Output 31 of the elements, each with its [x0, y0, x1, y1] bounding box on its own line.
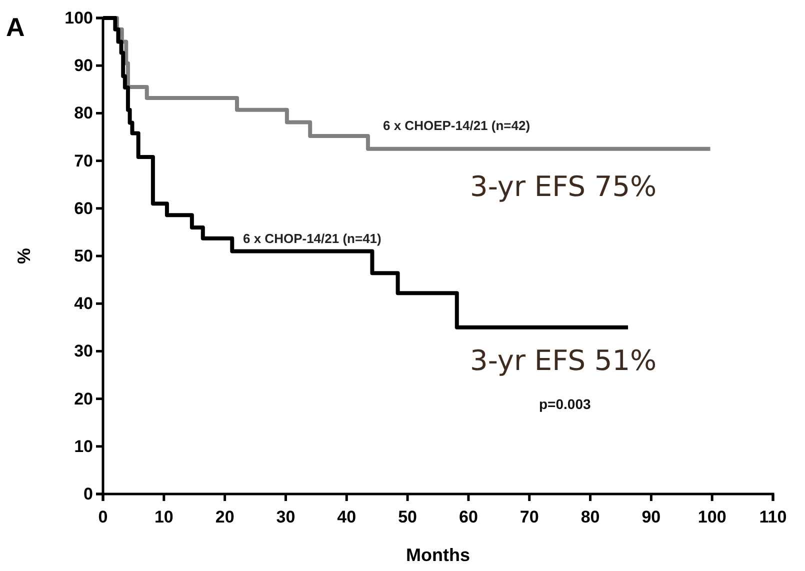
series-label: 6 x CHOP-14/21 (n=41) — [243, 231, 382, 246]
y-tick-label: 10 — [74, 436, 93, 456]
x-tick-label: 50 — [398, 508, 418, 527]
annotation: p=0.003 — [539, 396, 591, 412]
x-tick-label: 10 — [154, 508, 174, 527]
y-tick-label: 40 — [74, 294, 93, 314]
x-tick-label: 100 — [698, 508, 726, 527]
x-tick-label: 110 — [759, 508, 787, 527]
x-tick-label: 30 — [276, 508, 296, 527]
y-tick-label: 80 — [74, 104, 93, 123]
y-tick-label: 100 — [64, 8, 93, 28]
chart-title: A — [6, 12, 25, 42]
annotation: 3-yr EFS 51% — [470, 344, 657, 377]
y-tick-label: 30 — [74, 342, 93, 361]
x-tick-label: 20 — [215, 508, 234, 527]
y-tick-label: 50 — [74, 246, 93, 266]
y-tick-label: 90 — [74, 56, 93, 76]
x-tick-label: 60 — [458, 508, 478, 527]
x-tick-label: 80 — [580, 508, 600, 527]
y-tick-label: 0 — [84, 484, 93, 504]
y-tick-label: 70 — [74, 151, 93, 170]
series-label: 6 x CHOEP-14/21 (n=42) — [383, 118, 530, 133]
x-tick-label: 70 — [520, 508, 539, 527]
x-tick-label: 40 — [337, 508, 356, 527]
x-tick-label: 90 — [642, 508, 661, 527]
y-tick-label: 60 — [74, 198, 93, 218]
y-tick-label: 20 — [74, 389, 93, 408]
x-tick-label: 0 — [98, 508, 108, 527]
annotation: 3-yr EFS 75% — [470, 170, 657, 203]
x-axis-title: Months — [406, 545, 470, 565]
y-axis-title: % — [14, 248, 34, 264]
